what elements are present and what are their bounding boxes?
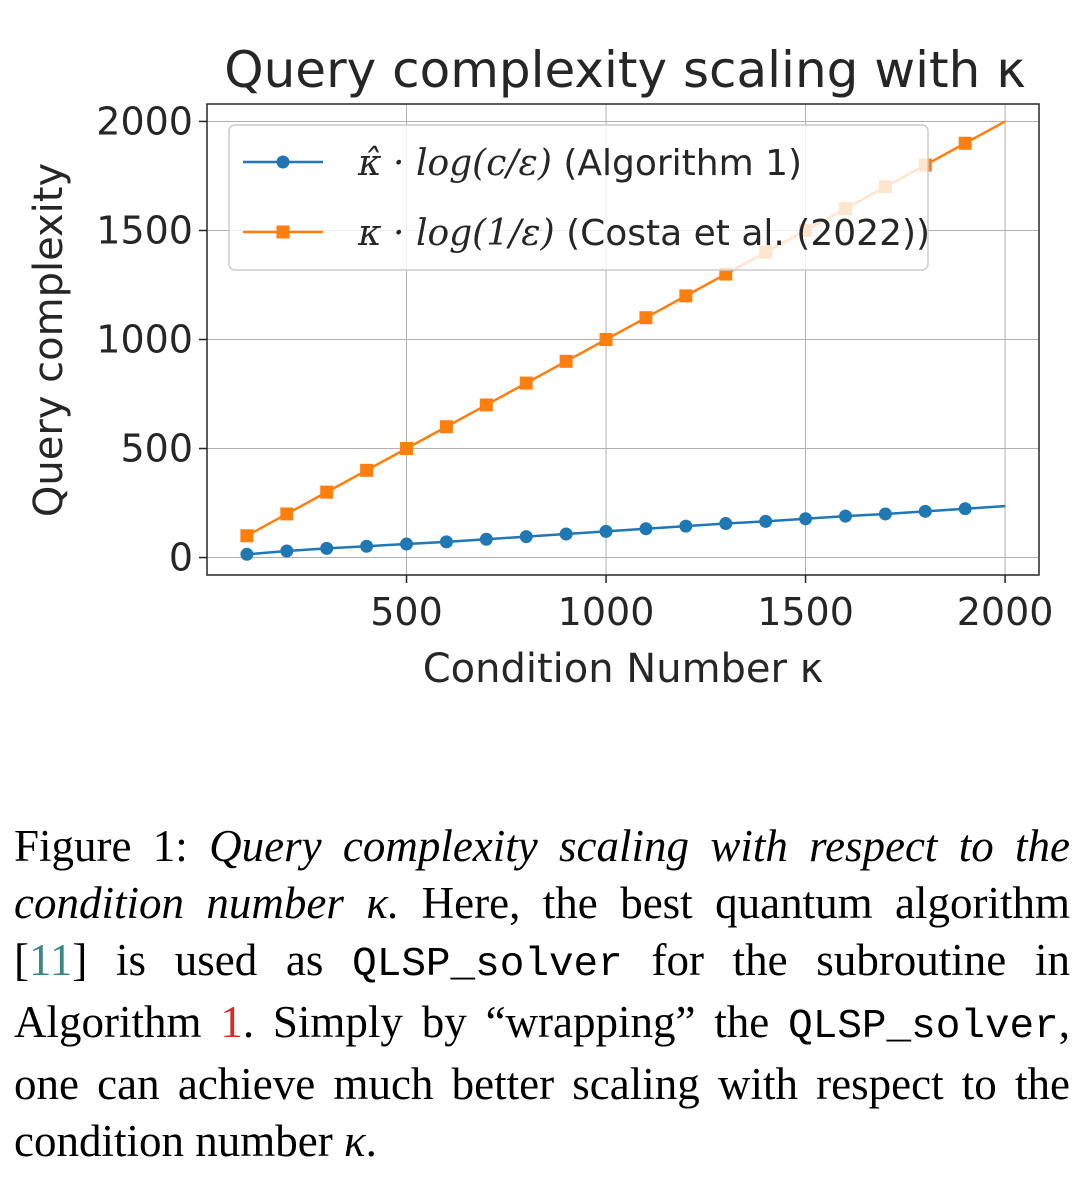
y-axis-label: Query complexity xyxy=(26,163,72,517)
legend-marker-circle xyxy=(276,155,290,169)
legend-text: (Costa et al. (2022)) xyxy=(555,213,930,254)
y-tick-label: 2000 xyxy=(96,99,193,143)
citation-link[interactable]: 11 xyxy=(29,935,73,985)
data-point-square xyxy=(679,289,693,303)
axis-ticks: 500 1000 1500 2000 0 500 1000 1500 2000 xyxy=(96,99,1053,634)
x-tick-label: 1500 xyxy=(757,590,854,634)
algorithm-ref-link[interactable]: 1 xyxy=(220,997,243,1047)
data-point-circle xyxy=(519,530,533,544)
caption-text-2: ] is used as xyxy=(72,935,324,985)
data-point-circle xyxy=(360,539,374,553)
y-tick-label: 1500 xyxy=(96,208,193,252)
data-point-square xyxy=(439,420,453,434)
x-tick-label: 500 xyxy=(370,590,443,634)
data-point-square xyxy=(639,311,653,325)
data-point-circle xyxy=(719,517,733,531)
legend-math: κ̂ · log(c/ε) xyxy=(357,143,552,184)
plot-series xyxy=(240,120,1006,561)
caption-text-4: . Simply by “wrapping” the xyxy=(242,997,770,1047)
legend-entry-2: κ · log(1/ε) (Costa et al. (2022)) xyxy=(357,213,930,254)
chart-title: Query complexity scaling with κ xyxy=(224,41,1025,99)
caption-kappa: κ xyxy=(343,1116,366,1166)
data-point-circle xyxy=(599,524,613,538)
data-point-square xyxy=(320,485,334,499)
chart: Query complexity scaling with κ 500 1000 1… xyxy=(26,41,1053,692)
data-point-square xyxy=(479,398,493,412)
caption-text-1: Here, the best quantum algorithm [ xyxy=(14,878,1071,985)
legend: κ̂ · log(c/ε) (Algorithm 1) κ · log(1/ε) … xyxy=(228,124,930,271)
figure-caption: Figure 1: Query complexity scaling with … xyxy=(14,818,1070,1170)
data-point-square xyxy=(360,463,374,477)
data-point-circle xyxy=(759,514,773,528)
data-point-circle xyxy=(400,537,414,551)
data-point-circle xyxy=(958,502,972,516)
data-point-square xyxy=(559,354,573,368)
y-tick-label: 500 xyxy=(120,427,193,471)
data-point-square xyxy=(280,507,294,521)
caption-emphasis: Query complexity scaling with respect to… xyxy=(14,821,1070,928)
legend-marker-square xyxy=(276,225,290,239)
data-point-square xyxy=(240,529,254,543)
legend-math: κ · log(1/ε) xyxy=(357,213,555,254)
y-tick-label: 0 xyxy=(169,536,193,580)
data-point-square xyxy=(958,136,972,150)
data-point-square xyxy=(719,267,733,281)
series-line-1 xyxy=(246,504,1006,556)
legend-box xyxy=(228,124,929,271)
data-point-circle xyxy=(559,527,573,541)
data-point-circle xyxy=(439,535,453,549)
data-point-circle xyxy=(918,504,932,518)
data-point-square xyxy=(599,333,613,346)
x-axis-label: Condition Number κ xyxy=(423,646,824,692)
x-tick-label: 1000 xyxy=(558,590,655,634)
code-qlsp-solver: QLSP_solver xyxy=(352,942,623,988)
caption-end: . xyxy=(365,1116,377,1166)
data-point-circle xyxy=(679,519,693,533)
data-point-square xyxy=(519,376,533,390)
legend-text: (Algorithm 1) xyxy=(552,143,802,184)
y-tick-label: 1000 xyxy=(96,318,193,362)
data-point-circle xyxy=(320,541,334,555)
data-point-circle xyxy=(838,509,852,523)
data-point-circle xyxy=(639,522,653,536)
caption-label: Figure 1: xyxy=(14,821,188,871)
data-point-circle xyxy=(799,512,813,526)
data-point-square xyxy=(400,442,414,456)
data-point-circle xyxy=(479,532,493,546)
data-point-circle xyxy=(280,544,294,558)
caption-text-3: for the subroutine in Algorithm xyxy=(14,935,1070,1047)
data-point-circle xyxy=(878,507,892,521)
legend-entry-1: κ̂ · log(c/ε) (Algorithm 1) xyxy=(357,143,802,184)
code-qlsp-solver-2: QLSP_solver xyxy=(788,1004,1059,1050)
caption-text-5: , one can achieve much better scaling wi… xyxy=(14,997,1071,1166)
x-tick-label: 2000 xyxy=(957,590,1054,634)
data-point-circle xyxy=(240,547,254,561)
